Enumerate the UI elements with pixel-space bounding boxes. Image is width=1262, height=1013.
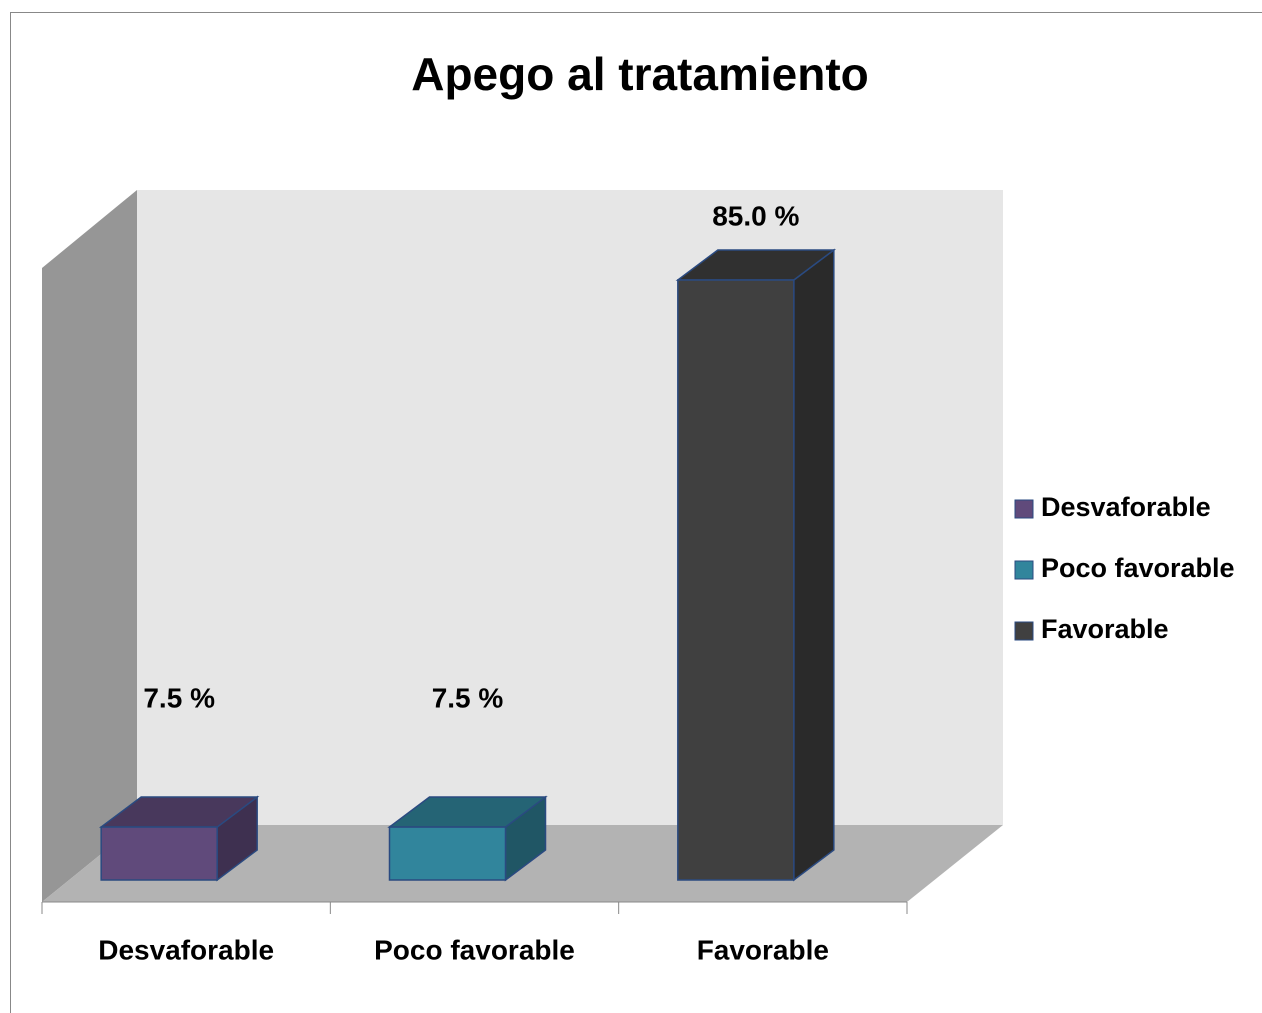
legend-swatch: [1014, 560, 1034, 580]
value-label: 85.0 %: [712, 200, 799, 231]
bar: [677, 279, 795, 881]
x-tick-label: Poco favorable: [374, 934, 575, 965]
legend-label: Desvaforable: [1041, 492, 1211, 522]
x-tick-label: Favorable: [697, 934, 829, 965]
legend-label: Poco favorable: [1041, 553, 1235, 583]
chart-title: Apego al tratamiento: [411, 48, 869, 100]
value-label: 7.5 %: [143, 682, 215, 713]
back-wall: [137, 190, 1003, 825]
side-wall: [42, 190, 137, 902]
bar: [100, 826, 218, 881]
legend-swatch: [1014, 621, 1034, 641]
bar-side: [793, 248, 835, 882]
x-tick-label: Desvaforable: [98, 934, 274, 965]
legend-label: Favorable: [1041, 614, 1169, 644]
bar: [388, 826, 507, 881]
value-label: 7.5 %: [432, 682, 504, 713]
legend-swatch: [1014, 499, 1034, 519]
